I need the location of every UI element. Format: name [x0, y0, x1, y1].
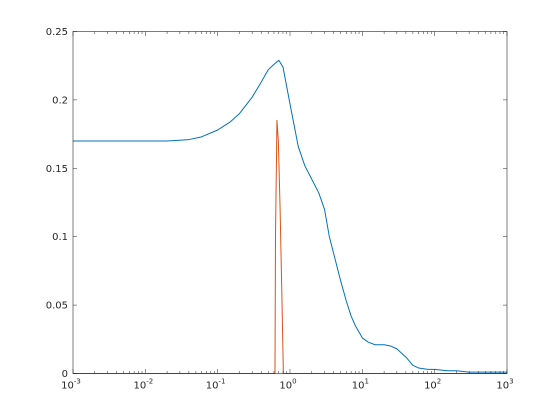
y-axis: 0 0.05 0.1 0.15 0.2 0.25	[46, 27, 507, 380]
x-tick-label-base: 10	[133, 381, 146, 392]
y-tick-label: 0.2	[52, 95, 68, 106]
x-tick-label-exponent: -1	[219, 378, 226, 386]
x-tick-label: 10-1	[206, 378, 226, 392]
x-tick-label: 102	[424, 378, 441, 392]
y-tick-label: 0.05	[46, 301, 68, 312]
x-tick-label-base: 10	[496, 381, 509, 392]
x-tick-label: 103	[496, 378, 513, 392]
x-tick-label-base: 10	[206, 381, 219, 392]
series-line-1	[73, 59, 507, 373]
x-tick-label-base: 10	[424, 381, 437, 392]
x-tick-label-exponent: -3	[74, 378, 81, 386]
x-tick-label: 10-2	[133, 378, 153, 392]
plot-marks	[73, 59, 507, 374]
x-tick-label: 10-3	[61, 378, 81, 392]
y-tick-label: 0.1	[52, 232, 68, 243]
x-tick-label-base: 10	[61, 381, 74, 392]
x-tick-label: 100	[279, 378, 296, 392]
x-axis: 10-3 10-2 10-1 100 101 102 103	[61, 31, 514, 392]
x-tick-label-exponent: -2	[146, 378, 153, 386]
plot-frame	[72, 31, 508, 374]
x-tick-label-exponent: 1	[364, 378, 368, 386]
y-tick-label: 0.25	[46, 27, 68, 38]
x-tick-label: 101	[352, 378, 369, 392]
y-tick-label: 0	[62, 369, 68, 380]
series-line-2	[73, 119, 507, 374]
x-tick-label-base: 10	[352, 381, 365, 392]
x-tick-label-exponent: 2	[437, 378, 441, 386]
x-tick-label-base: 10	[279, 381, 292, 392]
y-tick-label: 0.15	[46, 164, 68, 175]
x-tick-label-exponent: 0	[292, 378, 296, 386]
x-tick-label-exponent: 3	[509, 378, 513, 386]
